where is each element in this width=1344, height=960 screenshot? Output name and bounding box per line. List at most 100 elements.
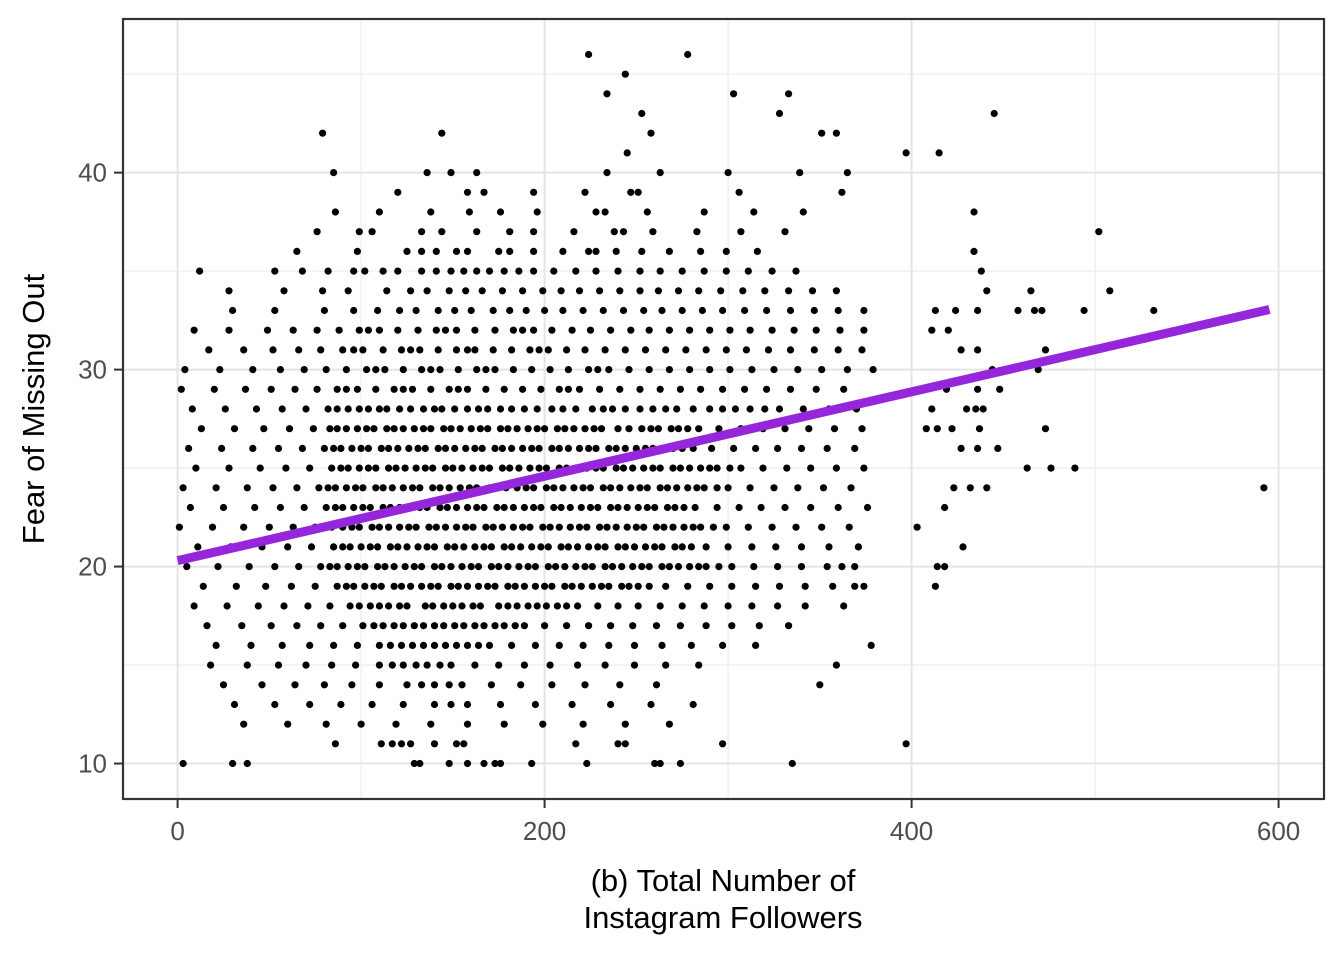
data-point: [845, 523, 853, 531]
data-point: [474, 405, 483, 413]
data-point: [623, 149, 631, 157]
x-tick-label: 600: [1257, 816, 1300, 846]
data-point: [941, 563, 949, 571]
data-point: [561, 425, 569, 433]
data-point: [607, 326, 615, 334]
data-point: [271, 563, 279, 571]
data-point: [319, 129, 327, 137]
data-point: [832, 464, 841, 472]
data-point: [858, 425, 866, 433]
data-point: [695, 661, 703, 669]
data-point: [375, 602, 383, 610]
data-point: [208, 523, 217, 531]
data-point: [785, 622, 793, 630]
data-point: [432, 523, 440, 531]
data-point: [724, 602, 732, 610]
data-point: [768, 523, 776, 531]
data-point: [416, 484, 424, 492]
data-point: [504, 602, 512, 610]
data-point: [478, 287, 486, 295]
data-point: [641, 346, 650, 354]
data-point: [680, 523, 688, 531]
data-point: [379, 267, 387, 275]
data-point: [452, 326, 461, 334]
data-point: [463, 759, 472, 768]
data-point: [430, 405, 439, 413]
data-point: [686, 366, 694, 374]
data-point: [496, 208, 505, 216]
data-point: [278, 405, 286, 413]
data-point: [974, 306, 982, 315]
data-point: [375, 326, 383, 334]
data-point: [823, 563, 831, 571]
data-point: [553, 425, 562, 433]
data-point: [588, 582, 596, 590]
data-point: [190, 326, 198, 334]
data-point: [469, 602, 477, 610]
data-point: [447, 563, 455, 571]
data-point: [474, 563, 483, 571]
data-point: [379, 622, 387, 630]
data-point: [350, 306, 358, 315]
data-point: [396, 306, 404, 315]
data-point: [390, 622, 398, 630]
data-point: [1106, 287, 1114, 295]
data-point: [383, 425, 391, 433]
data-point: [673, 405, 681, 413]
data-point: [774, 563, 782, 571]
y-axis-title: Fear of Missing Out: [16, 273, 51, 544]
data-point: [834, 503, 842, 512]
data-point: [610, 228, 618, 236]
data-point: [462, 444, 470, 452]
data-point: [555, 385, 563, 393]
data-point: [374, 306, 382, 315]
x-tick-label: 200: [523, 816, 566, 846]
data-point: [581, 425, 589, 433]
data-point: [331, 740, 339, 748]
data-point: [508, 444, 516, 452]
data-point: [586, 326, 595, 334]
data-point: [695, 287, 703, 295]
data-point: [212, 484, 220, 492]
data-point: [456, 484, 464, 492]
data-point: [451, 405, 459, 413]
data-point: [1030, 306, 1039, 315]
data-point: [190, 602, 198, 610]
data-point: [550, 267, 558, 275]
data-point: [763, 385, 771, 393]
data-point: [463, 405, 472, 413]
data-point: [594, 503, 602, 512]
data-point: [240, 346, 248, 354]
data-point: [447, 582, 455, 590]
data-point: [546, 366, 554, 374]
data-point: [753, 247, 762, 255]
data-point: [583, 523, 591, 531]
data-point: [445, 385, 453, 393]
data-point: [575, 287, 584, 295]
data-point: [794, 366, 802, 374]
data-point: [519, 326, 527, 334]
data-point: [454, 366, 462, 374]
data-point: [807, 464, 815, 472]
data-point: [260, 425, 268, 433]
data-point: [601, 563, 609, 571]
data-point: [531, 641, 540, 650]
data-point: [990, 109, 998, 118]
data-point: [963, 405, 971, 413]
data-point: [786, 306, 795, 315]
data-point: [485, 464, 494, 472]
data-point: [403, 602, 411, 610]
data-point: [702, 346, 710, 354]
data-point: [517, 681, 525, 689]
x-axis-tick-labels: 0 200 400 600: [170, 816, 1300, 846]
data-point: [471, 622, 479, 630]
data-point: [645, 563, 653, 571]
data-point: [506, 464, 514, 472]
data-point: [267, 385, 275, 393]
data-point: [403, 247, 411, 255]
data-point: [719, 740, 727, 748]
data-point: [408, 641, 417, 650]
data-point: [508, 346, 516, 354]
data-point: [933, 425, 941, 433]
data-point: [313, 326, 321, 334]
